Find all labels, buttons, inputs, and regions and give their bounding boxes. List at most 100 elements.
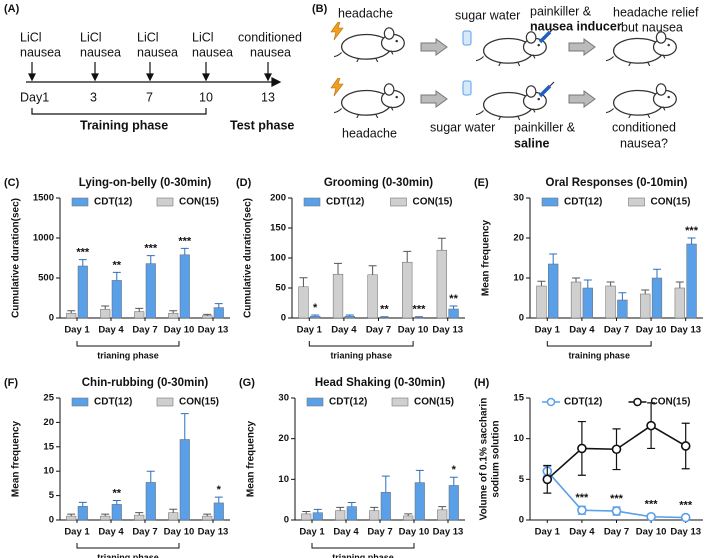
significance-label: *** [610, 493, 624, 505]
x-tick-label: Day 4 [569, 527, 595, 538]
error-bar [415, 469, 424, 483]
bar [77, 506, 88, 521]
panel-b: (B) headache sugar water painkiller & na… [312, 3, 699, 150]
y-tick-label: 30 [278, 393, 289, 404]
chart-panel: (G) Head Shaking (0-30min) Mean frequency 0… [239, 377, 465, 558]
error-bar [549, 253, 558, 264]
significance-label: *** [178, 235, 192, 247]
x-tick-label: Day 4 [331, 325, 357, 336]
error-bar [403, 250, 412, 263]
y-tick-label: 150 [270, 223, 286, 234]
bar [436, 249, 447, 319]
treatment-label: saline [514, 136, 549, 150]
mouse [606, 83, 677, 118]
significance-label: * [452, 464, 457, 476]
mouse [334, 27, 405, 62]
bar [414, 482, 425, 521]
y-axis-label: sodium solution [491, 420, 502, 497]
bar [301, 513, 312, 521]
bar [202, 515, 213, 521]
error-bar [641, 289, 650, 294]
phase-bracket [311, 543, 415, 549]
legend-label: CDT(12) [564, 397, 602, 408]
bar [437, 509, 448, 521]
panel-label: (F) [4, 377, 18, 389]
y-axis-label: Mean frequency [246, 420, 257, 497]
treatment-label: painkiller & [530, 4, 592, 18]
x-tick-label: Day 13 [432, 325, 463, 336]
bar [536, 285, 547, 319]
arrow [568, 38, 596, 56]
error-bar [438, 506, 447, 510]
panel-label: (A) [4, 3, 20, 15]
panel-label: (H) [474, 377, 490, 389]
y-tick-label: 5 [49, 490, 55, 501]
y-axis-label: Mean frequency [11, 420, 22, 497]
arrow [420, 90, 448, 108]
y-tick-label: 1500 [33, 193, 54, 204]
event-label: LiCl [80, 30, 102, 44]
bar [617, 299, 628, 319]
error-bar [675, 281, 684, 288]
error-bar [67, 310, 76, 314]
phase-label: Test phase [230, 118, 294, 132]
significance-label: *** [144, 243, 158, 255]
significance-label: *** [76, 247, 90, 259]
y-tick-label: 5 [519, 474, 525, 485]
point [577, 443, 587, 454]
bar [66, 312, 77, 319]
error-bar [299, 277, 308, 287]
error-bar [112, 271, 121, 281]
cup-icon [462, 80, 472, 96]
legend-label: CDT(12) [94, 397, 132, 408]
error-bar [449, 476, 458, 486]
x-tick-label: Day 13 [433, 527, 464, 538]
bar [605, 285, 616, 319]
day-label: 13 [261, 90, 275, 104]
y-tick-label: 0 [281, 313, 286, 324]
y-tick-label: 20 [278, 433, 289, 444]
point [646, 420, 656, 431]
x-tick-label: Day 13 [670, 325, 701, 336]
error-bar [652, 268, 661, 278]
treatment-label: painkiller & [514, 120, 576, 134]
point [646, 511, 656, 522]
phase-label: training phase [568, 350, 630, 360]
error-bar [146, 255, 155, 264]
error-bar [381, 475, 390, 493]
panel-a: (A) LiCl nausea LiCl nausea LiCl nausea … [4, 3, 302, 132]
event-label: nausea [137, 45, 178, 59]
error-bar [180, 247, 189, 255]
phase-label: trianing phase [330, 350, 392, 360]
error-bar [336, 506, 345, 511]
chart-panel: (H) Volume of 0.1% saccharin sodium soluti… [474, 377, 703, 538]
x-tick-label: Day 4 [98, 325, 124, 336]
y-tick-label: 200 [270, 193, 286, 204]
event-label: LiCl [137, 30, 159, 44]
legend-label: CDT(12) [326, 197, 364, 208]
bar [448, 308, 459, 319]
bar [179, 439, 190, 521]
bar [346, 506, 357, 521]
bar [369, 510, 380, 521]
legend-swatch [303, 197, 321, 207]
error-bar [347, 502, 356, 507]
error-bar [78, 501, 87, 507]
y-tick-label: 50 [275, 283, 286, 294]
chart-panel: (F) Chin-rubbing (0-30min) Mean frequency 0… [4, 377, 230, 558]
legend-swatch [71, 397, 89, 407]
bar [213, 307, 224, 319]
phase-bracket [76, 543, 180, 549]
event-label: nausea [250, 45, 291, 59]
outcome-label: but nausea [621, 20, 683, 34]
panel-label: (E) [474, 177, 489, 189]
chart-panel: (C) Lying-on-belly (0-30min) Cumulative du… [4, 177, 230, 360]
panel-label: (G) [239, 377, 255, 389]
bar [402, 261, 413, 319]
solution-label: sugar water [455, 8, 520, 22]
legend-swatch [391, 397, 409, 407]
bar [179, 254, 190, 319]
bar [344, 315, 355, 319]
day-label: Day1 [20, 90, 49, 104]
error-bar [606, 281, 615, 286]
